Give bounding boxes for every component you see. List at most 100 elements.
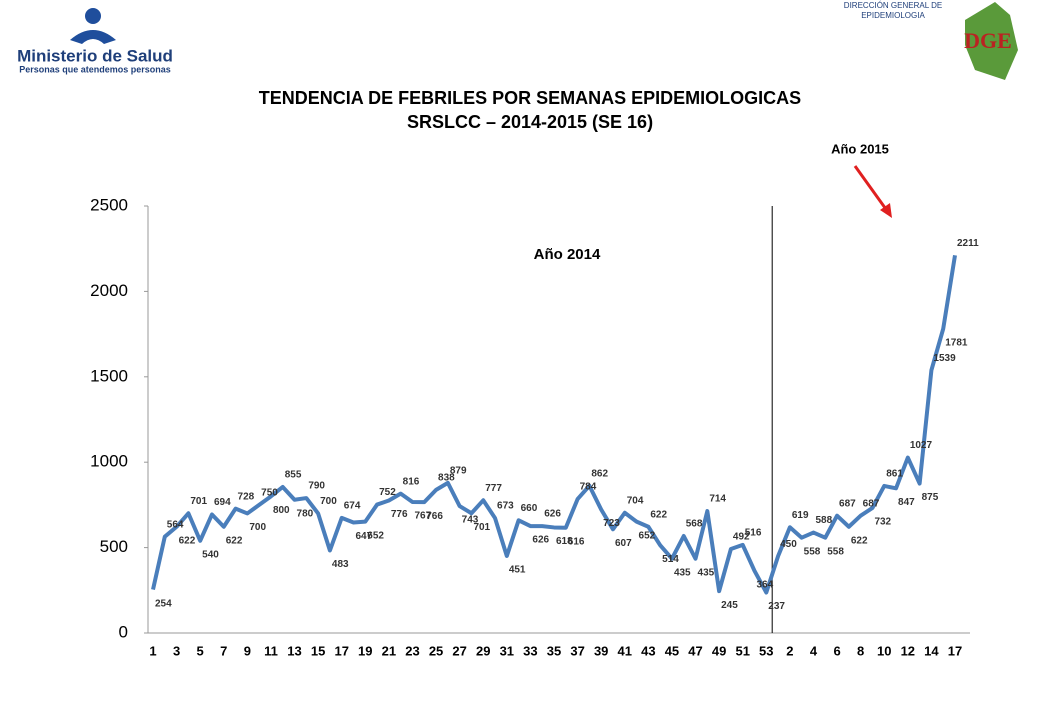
data-label: 622 [650, 509, 667, 520]
x-tick-label: 12 [901, 643, 915, 658]
data-label: 777 [485, 483, 502, 494]
data-label: 861 [886, 469, 903, 480]
data-label: 622 [179, 535, 196, 546]
data-label: 687 [863, 498, 880, 509]
data-label: 800 [273, 505, 290, 516]
data-label: 728 [238, 491, 255, 502]
x-tick-label: 1 [149, 643, 156, 658]
arrow-head [880, 203, 892, 218]
ministry-motto: Personas que atendemos personas [19, 64, 171, 74]
data-label: 879 [450, 466, 467, 477]
data-label: 568 [686, 519, 703, 530]
data-label: 700 [249, 522, 266, 533]
agency-name: EPIDEMIOLOGIA [861, 11, 925, 20]
data-label: 1539 [933, 353, 956, 364]
x-tick-label: 3 [173, 643, 180, 658]
x-tick-label: 13 [287, 643, 301, 658]
ministry-logo: Ministerio de Salud Personas que atendem… [17, 8, 173, 74]
x-tick-label: 10 [877, 643, 891, 658]
series-line [151, 255, 957, 595]
data-label: 516 [745, 528, 762, 539]
x-tick-label: 49 [712, 643, 726, 658]
data-label: 237 [768, 601, 785, 612]
data-label: 687 [839, 498, 856, 509]
data-label: 752 [379, 487, 396, 498]
data-label: 483 [332, 559, 349, 570]
data-label: 673 [497, 501, 514, 512]
x-tick-label: 14 [924, 643, 939, 658]
ministry-name: Ministerio de Salud [17, 46, 173, 65]
data-label: 855 [285, 470, 302, 481]
agency-map [965, 2, 1018, 80]
data-label: 245 [721, 600, 738, 611]
data-label: 714 [709, 494, 726, 505]
data-label: 254 [155, 598, 172, 609]
x-tick-label: 2 [786, 643, 793, 658]
data-label: 626 [532, 535, 549, 546]
data-label: 704 [627, 495, 644, 506]
data-label: 618 [556, 536, 573, 547]
x-tick-label: 39 [594, 643, 608, 658]
y-tick-label: 0 [119, 622, 128, 641]
data-label: 660 [521, 503, 538, 514]
data-label: 743 [462, 515, 479, 526]
data-label: 723 [603, 518, 620, 529]
x-tick-label: 33 [523, 643, 537, 658]
x-tick-label: 25 [429, 643, 443, 658]
x-tick-label: 17 [334, 643, 348, 658]
data-label: 435 [698, 567, 715, 578]
x-tick-label: 17 [948, 643, 962, 658]
x-tick-label: 4 [810, 643, 818, 658]
data-label: 616 [568, 536, 585, 547]
data-label: 652 [639, 530, 656, 541]
data-label: 451 [509, 565, 526, 576]
annotation: Año 2014 [534, 246, 601, 263]
data-label: 875 [922, 492, 939, 503]
x-tick-label: 6 [833, 643, 840, 658]
x-tick-label: 35 [547, 643, 561, 658]
x-tick-label: 43 [641, 643, 655, 658]
x-tick-label: 8 [857, 643, 864, 658]
x-tick-label: 45 [665, 643, 679, 658]
data-label: 674 [344, 501, 361, 512]
data-label: 364 [757, 579, 774, 590]
x-tick-label: 47 [688, 643, 702, 658]
y-tick-label: 2500 [90, 195, 128, 214]
data-label: 862 [591, 468, 608, 479]
data-label: 816 [403, 476, 420, 487]
data-label: 540 [202, 549, 219, 560]
chart-title: TENDENCIA DE FEBRILES POR SEMANAS EPIDEM… [259, 88, 801, 108]
data-label: 701 [473, 522, 490, 533]
x-tick-label: 7 [220, 643, 227, 658]
data-label: 607 [615, 538, 632, 549]
x-tick-label: 15 [311, 643, 325, 658]
data-label: 652 [367, 530, 384, 541]
data-label: 626 [544, 509, 561, 520]
data-label: 514 [662, 554, 679, 565]
data-label: 619 [792, 510, 809, 521]
data-label: 750 [261, 488, 278, 499]
x-tick-label: 37 [570, 643, 584, 658]
data-label: 732 [874, 517, 891, 528]
x-tick-label: 53 [759, 643, 773, 658]
x-tick-label: 27 [452, 643, 466, 658]
data-label: 1781 [945, 337, 968, 348]
data-label: 558 [827, 546, 844, 557]
x-tick-label: 29 [476, 643, 490, 658]
x-tick-label: 11 [264, 643, 278, 658]
data-label: 694 [214, 497, 231, 508]
agency-name: DIRECCIÓN GENERAL DE [844, 1, 942, 10]
data-label: 622 [851, 535, 868, 546]
data-label: 2211 [957, 238, 979, 249]
y-tick-label: 500 [100, 537, 128, 556]
arrow [853, 165, 890, 213]
data-label: 767 [414, 511, 431, 522]
data-label: 701 [190, 496, 207, 507]
agency-logo: DGE [964, 28, 1012, 53]
x-tick-label: 9 [244, 643, 251, 658]
data-label: 784 [580, 482, 597, 493]
data-label: 558 [804, 546, 821, 557]
data-label: 780 [297, 508, 314, 519]
y-tick-label: 1000 [90, 452, 128, 471]
data-label: 847 [898, 497, 915, 508]
